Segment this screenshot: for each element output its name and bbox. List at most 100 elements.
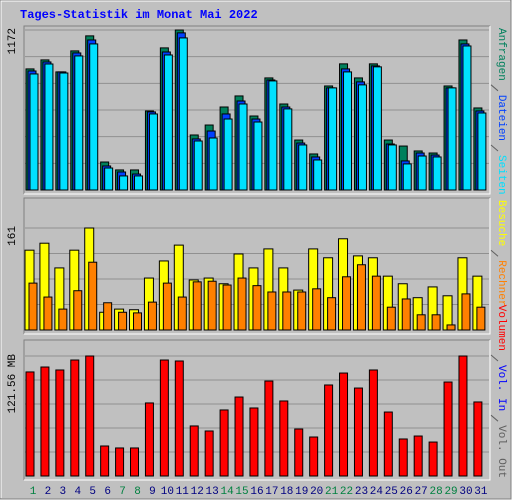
bar [343,71,353,191]
bar [70,359,80,477]
bar [118,311,128,331]
bar [43,296,53,331]
bar [130,447,140,477]
x-tick-label: 13 [206,486,219,498]
bar [372,66,382,191]
bar [371,275,381,331]
x-tick-label: 22 [340,486,353,498]
x-tick-label: 17 [265,486,278,498]
panel-bevel [24,26,491,195]
bar [402,163,412,191]
bar [147,301,157,331]
x-tick-label: 12 [191,486,204,498]
bar [401,298,411,331]
x-tick-label: 18 [280,486,293,498]
x-tick-label: 10 [161,486,174,498]
bar [85,355,95,477]
bar [162,282,172,331]
x-tick-label: 15 [235,486,248,498]
bar [283,108,293,191]
bar [103,302,113,331]
bar [417,155,427,191]
bar [177,296,187,331]
x-tick-label: 29 [444,486,457,498]
bar [134,175,144,191]
legend-entry: Dateien [495,95,507,141]
bar [473,401,483,477]
x-tick-label: 30 [459,486,472,498]
x-tick-label: 8 [134,486,141,498]
bar [327,297,337,331]
bar [234,396,244,477]
bar [207,280,217,331]
bar [133,312,143,331]
bar [237,277,247,331]
bar [477,112,487,191]
bar [282,291,292,331]
bar [159,359,169,477]
bar [74,55,84,191]
bar [73,290,83,331]
panel-bevel [24,340,491,481]
bar [144,402,154,477]
bar [25,371,35,477]
x-tick-label: 5 [89,486,96,498]
bar [313,159,323,191]
bar [189,425,199,477]
bar [339,372,349,477]
bar [252,285,262,331]
bar [398,438,408,477]
bar [387,144,397,191]
x-tick-label: 20 [310,486,323,498]
bar [462,45,472,191]
bar [267,291,277,331]
x-tick-label: 11 [176,486,190,498]
x-tick-label: 1 [30,486,37,498]
bar [28,282,38,331]
bar [431,314,441,331]
bar [356,264,366,331]
x-tick-label: 4 [74,486,81,498]
bar [368,369,378,477]
x-tick-label: 26 [400,486,413,498]
x-tick-label: 2 [45,486,52,498]
legend-separator [490,249,499,257]
x-tick-label: 31 [474,486,488,498]
bar [461,293,471,331]
bar [446,324,456,331]
x-tick-label: 16 [250,486,263,498]
x-tick-label: 25 [385,486,398,498]
bar [357,84,367,191]
bar [223,118,233,191]
legend-entry: Vol. In [495,365,507,411]
bar [328,87,338,191]
x-tick-label: 3 [60,486,67,498]
bar [458,355,468,477]
bar [416,314,426,331]
bar [342,276,352,331]
bar [40,366,50,477]
legend-separator [490,84,499,92]
bar [324,384,334,477]
bar [208,137,218,191]
legend-entry: Rechner [495,260,507,306]
bar [476,306,486,331]
bar [55,369,65,477]
panel-bevel [23,339,490,480]
bar [294,428,304,477]
legend-entry: Besuche [495,200,507,246]
legend-separator [490,144,499,152]
bar [268,80,278,191]
bar [428,441,438,477]
bar [353,387,363,477]
bar [174,360,184,477]
bar [58,308,68,331]
x-tick-label: 19 [295,486,308,498]
bar [253,121,263,191]
bar [44,63,54,191]
bar [432,156,442,191]
bar [312,288,322,331]
bar [443,381,453,477]
